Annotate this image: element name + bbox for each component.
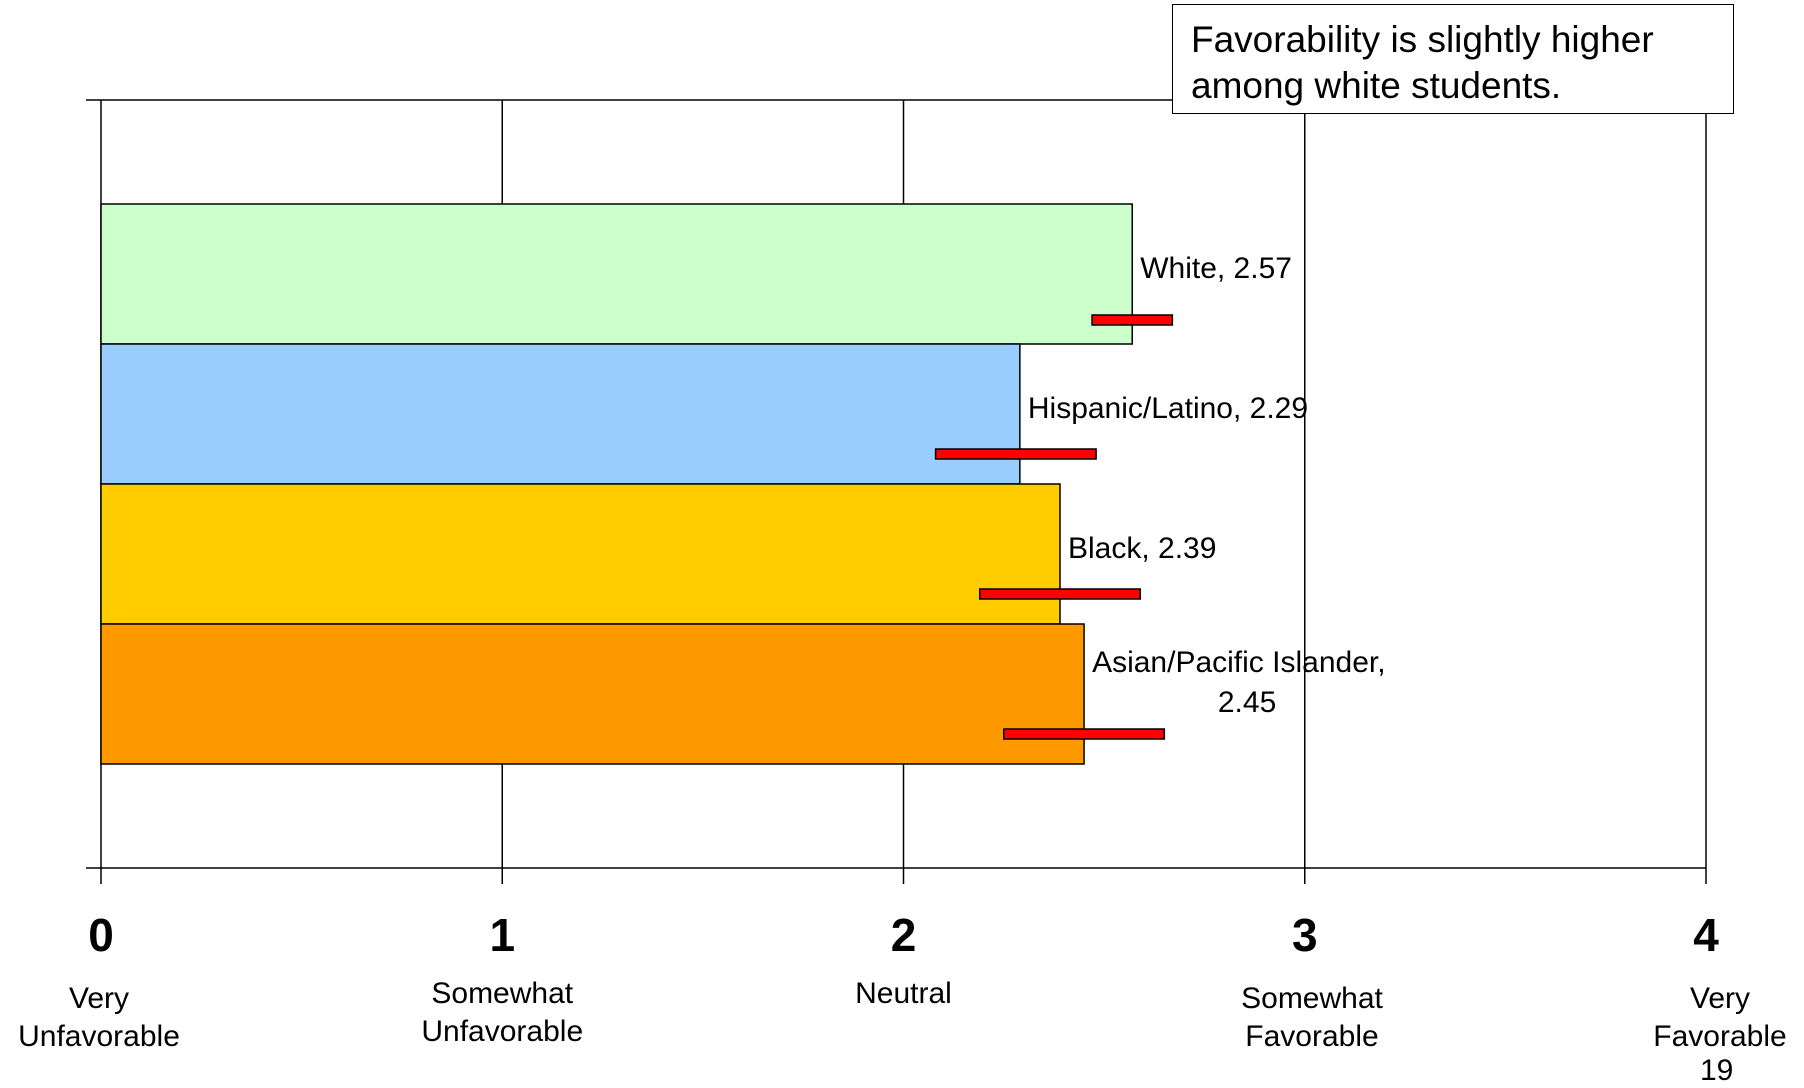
- bar-2: [100, 483, 1061, 625]
- error-bar-2: [978, 588, 1141, 600]
- callout-box: Favorability is slightly higher among wh…: [1172, 4, 1734, 114]
- x-tick-desc-4: Very Favorable: [1600, 980, 1804, 1056]
- data-label-2: Black, 2.39: [1068, 532, 1216, 565]
- callout-text: Favorability is slightly higher among wh…: [1191, 19, 1654, 106]
- bar-1: [100, 343, 1021, 485]
- x-tick-desc-line: Somewhat: [431, 977, 574, 1010]
- x-tick-desc-line: Unfavorable: [421, 1015, 584, 1048]
- x-tick-desc-line: Very: [68, 982, 130, 1015]
- x-tick-label-1: 1: [489, 909, 516, 961]
- x-tick-desc-line: Favorable: [1653, 1020, 1787, 1053]
- x-tick-desc-line: Favorable: [1245, 1020, 1379, 1053]
- data-label-3-value: 2.45: [1218, 686, 1276, 719]
- bar-3: [100, 623, 1085, 765]
- data-label-1: Hispanic/Latino, 2.29: [1028, 392, 1308, 425]
- x-tick-desc-2: Neutral: [784, 975, 1024, 1013]
- x-tick-desc-1: Somewhat Unfavorable: [382, 975, 622, 1051]
- x-tick-label-4: 4: [1693, 909, 1719, 961]
- x-tick-desc-line: Unfavorable: [18, 1020, 180, 1053]
- error-bar-3: [1003, 728, 1166, 740]
- error-bar-1: [934, 448, 1097, 460]
- data-label-0: White, 2.57: [1140, 252, 1292, 285]
- x-tick-label-0: 0: [88, 909, 114, 961]
- x-tick-desc-line: Somewhat: [1241, 982, 1383, 1015]
- x-tick-label-3: 3: [1291, 909, 1318, 961]
- page-number: 19: [1700, 1054, 1734, 1087]
- error-bar-0: [1091, 314, 1174, 326]
- x-tick-desc-0: Very Unfavorable: [0, 980, 219, 1056]
- x-tick-desc-line: Neutral: [855, 977, 952, 1010]
- x-tick-label-2: 2: [890, 909, 917, 961]
- data-label-3: Asian/Pacific Islander,: [1092, 646, 1385, 679]
- x-tick-desc-3: Somewhat Favorable: [1192, 980, 1432, 1056]
- bar-0: [100, 203, 1133, 345]
- x-tick-desc-line: Very: [1689, 982, 1751, 1015]
